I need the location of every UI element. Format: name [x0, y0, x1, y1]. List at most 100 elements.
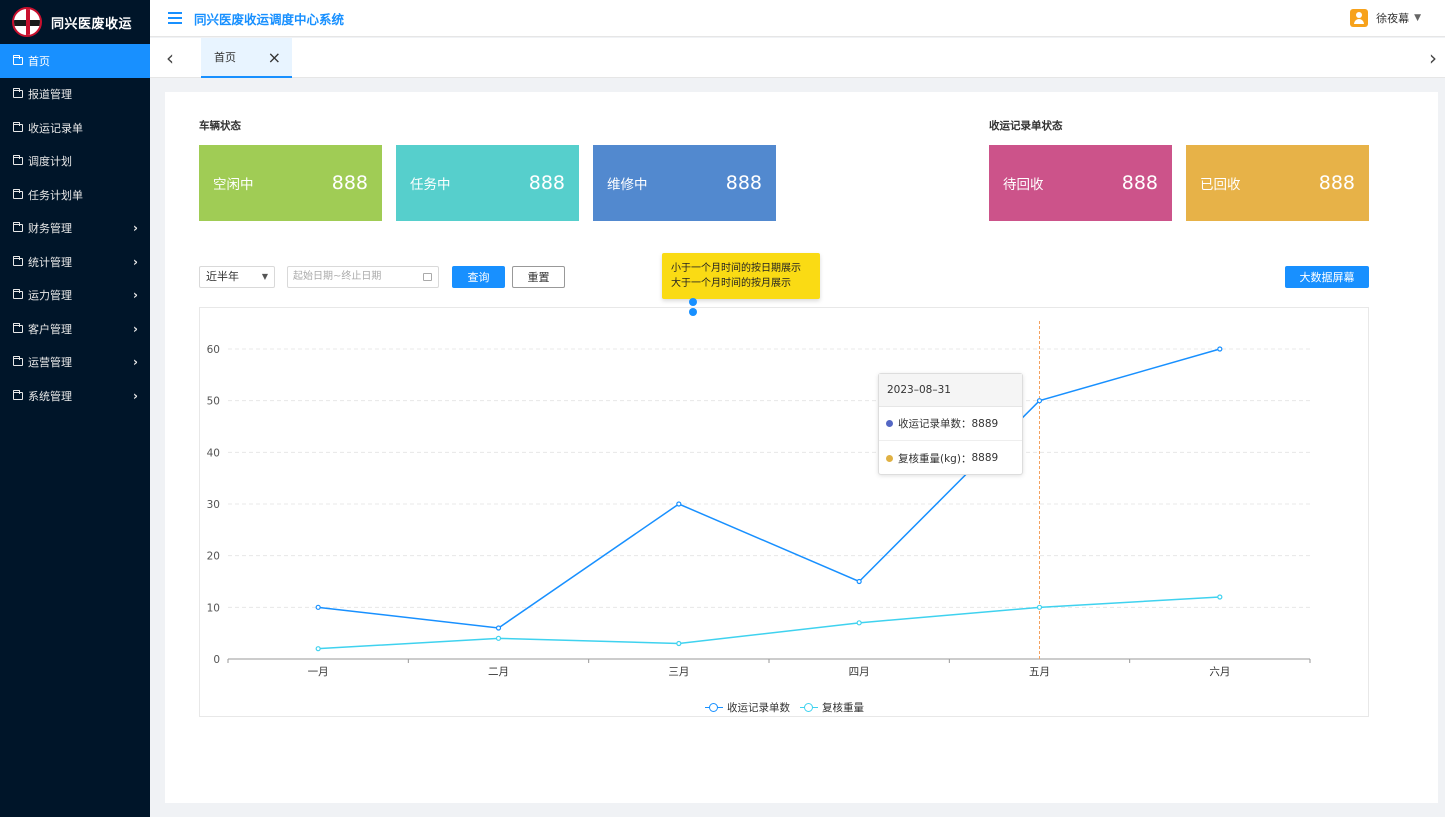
status-card[interactable]: 维修中 888	[593, 145, 776, 221]
tab-home[interactable]: 首页 ×	[201, 38, 292, 78]
data-point	[676, 640, 682, 647]
legend-item[interactable]: 复核重量	[800, 700, 864, 715]
folder-icon	[13, 188, 23, 199]
sidebar-item-label: 首页	[28, 54, 50, 68]
sidebar-item[interactable]: 收运记录单	[0, 111, 150, 145]
data-point	[856, 578, 862, 585]
y-tick-label: 10	[207, 602, 220, 614]
note-line-1: 小于一个月时间的按日期展示	[671, 263, 801, 274]
status-card-label: 已回收	[1200, 177, 1241, 193]
big-data-screen-button[interactable]: 大数据屏幕	[1285, 266, 1369, 288]
sidebar-item-label: 收运记录单	[28, 121, 83, 135]
legend-label: 复核重量	[822, 702, 864, 714]
status-card-label: 任务中	[410, 177, 451, 193]
legend-label: 收运记录单数	[727, 702, 790, 714]
chevron-right-icon: ›	[133, 254, 138, 269]
sidebar-item[interactable]: 首页	[0, 44, 150, 78]
legend-item[interactable]: 收运记录单数	[705, 700, 790, 715]
sidebar-item[interactable]: 运力管理 ›	[0, 279, 150, 313]
dropdown-caret-icon: ▼	[261, 272, 268, 281]
sidebar-item-label: 系统管理	[28, 389, 72, 403]
note-line-2: 大于一个月时间的按月展示	[671, 278, 791, 289]
status-card[interactable]: 已回收 888	[1186, 145, 1369, 221]
data-point	[315, 604, 321, 610]
dashboard-card: 车辆状态 收运记录单状态 空闲中 888 任务中 888 维修中 888 待回收 888 已回…	[165, 92, 1438, 803]
x-tick-label: 六月	[1209, 666, 1230, 678]
tooltip-row: 收运记录单数： 8889	[879, 407, 1022, 441]
chevron-right-icon: ›	[133, 221, 138, 236]
period-select[interactable]: 近半年 ▼	[199, 266, 275, 288]
logo-badge-icon	[12, 7, 42, 37]
date-range-placeholder: 起始日期~终止日期	[293, 271, 382, 282]
sidebar-item[interactable]: 系统管理 ›	[0, 379, 150, 413]
status-card-label: 空闲中	[213, 177, 254, 193]
sidebar-item[interactable]: 运营管理 ›	[0, 346, 150, 380]
chevron-right-icon: ›	[133, 288, 138, 303]
series-line	[318, 596, 1220, 650]
folder-icon	[13, 289, 23, 300]
user-avatar-icon	[1350, 9, 1369, 27]
query-button[interactable]: 查询	[452, 266, 505, 288]
data-point	[495, 625, 502, 631]
tooltip-value: 8889	[971, 417, 999, 430]
status-card-label: 待回收	[1003, 177, 1044, 193]
status-card-value: 888	[331, 172, 368, 194]
folder-icon	[13, 322, 23, 333]
tooltip-label: 复核重量(kg)：	[898, 452, 972, 465]
date-range-input[interactable]: 起始日期~终止日期	[287, 266, 439, 288]
status-card[interactable]: 待回收 888	[989, 145, 1172, 221]
note-connector-dot	[689, 298, 697, 306]
y-tick-label: 50	[207, 396, 220, 408]
tabs-bar: ‹ 首页 × ›	[150, 38, 1445, 78]
header: 同兴医废收运调度中心系统 徐夜幕 ▼	[150, 0, 1445, 37]
sidebar-item[interactable]: 任务计划单	[0, 178, 150, 212]
chevron-right-icon: ›	[133, 355, 138, 370]
status-card[interactable]: 空闲中 888	[199, 145, 382, 221]
folder-icon	[13, 88, 23, 99]
status-card-value: 888	[528, 172, 565, 194]
x-tick-label: 四月	[849, 666, 870, 678]
period-value: 近半年	[206, 270, 239, 283]
sidebar-item[interactable]: 报道管理	[0, 78, 150, 112]
series-line	[318, 348, 1221, 629]
record-status-title: 收运记录单状态	[989, 120, 1063, 132]
reset-button[interactable]: 重置	[512, 266, 565, 288]
status-card-label: 维修中	[607, 177, 648, 193]
status-card-value: 888	[725, 172, 762, 194]
folder-icon	[13, 356, 23, 367]
sidebar-item[interactable]: 财务管理 ›	[0, 212, 150, 246]
chevron-right-icon: ›	[133, 388, 138, 403]
sidebar-item-label: 客户管理	[28, 322, 72, 336]
chevron-right-icon: ›	[133, 321, 138, 336]
data-point	[315, 646, 321, 652]
data-point	[495, 635, 502, 641]
sidebar-menu: 首页 报道管理 收运记录单 调度计划 任务计划单 财务管理 › 统计管理 › 运力管理 › 客户管理 ›…	[0, 44, 150, 413]
sidebar-item-label: 调度计划	[28, 155, 72, 169]
status-card-value: 888	[1121, 172, 1158, 194]
status-card[interactable]: 任务中 888	[396, 145, 579, 221]
folder-icon	[13, 255, 23, 266]
note-connector-dot	[689, 308, 697, 316]
status-card-value: 888	[1318, 172, 1355, 194]
legend-marker-icon	[705, 702, 723, 713]
menu-toggle-icon[interactable]	[168, 11, 182, 25]
user-menu[interactable]: 徐夜幕 ▼	[1350, 9, 1421, 27]
series-dot-icon	[886, 454, 893, 462]
tabs-prev-icon[interactable]: ‹	[166, 46, 174, 70]
x-tick-label: 二月	[488, 666, 509, 678]
tab-close-icon[interactable]: ×	[267, 48, 281, 67]
legend-marker-icon	[800, 702, 818, 713]
sidebar-item-label: 财务管理	[28, 222, 72, 236]
y-tick-label: 30	[207, 499, 220, 511]
tabs-next-icon[interactable]: ›	[1429, 46, 1437, 70]
data-point	[1217, 346, 1223, 352]
app-name: 同兴医废收运	[51, 16, 133, 32]
vehicle-status-title: 车辆状态	[199, 120, 241, 132]
sidebar-item[interactable]: 客户管理 ›	[0, 312, 150, 346]
y-tick-label: 60	[207, 344, 220, 356]
sidebar-item-label: 运力管理	[28, 289, 72, 303]
sidebar-item[interactable]: 调度计划	[0, 145, 150, 179]
chart-container: 0 10 20 30 40 50 60 一月 二月 三月 四月 五月 六月	[199, 307, 1369, 717]
sidebar-item[interactable]: 统计管理 ›	[0, 245, 150, 279]
tab-label: 首页	[214, 51, 236, 64]
